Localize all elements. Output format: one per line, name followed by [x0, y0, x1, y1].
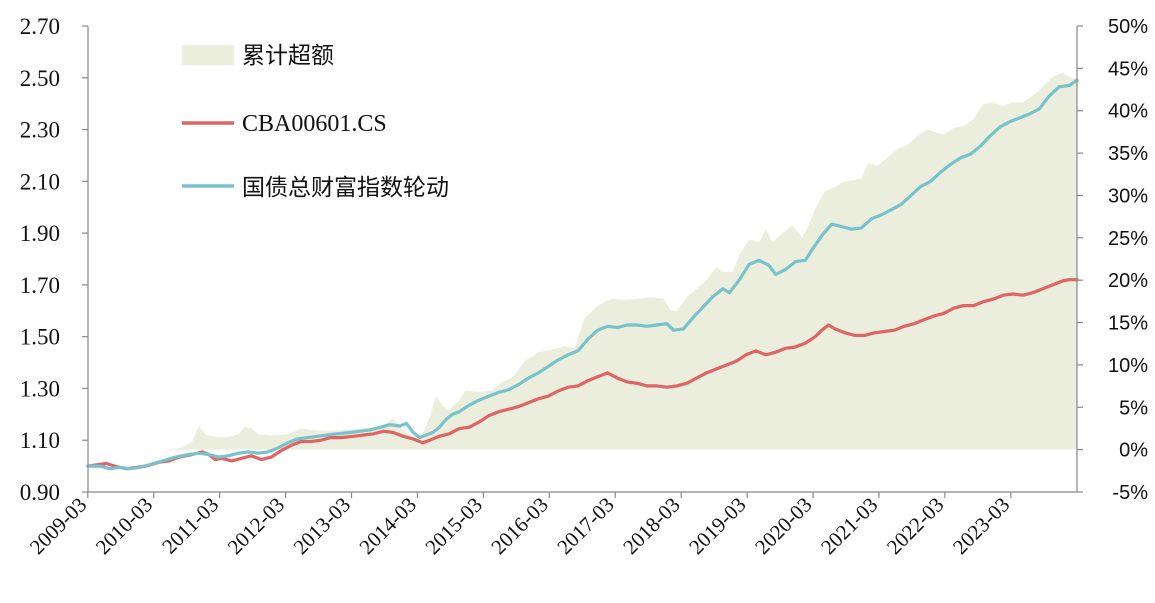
y-left-tick-label: 1.90: [20, 221, 60, 246]
y-right-tick-label: 40%: [1108, 101, 1148, 123]
x-tick-label: 2014-03: [355, 493, 421, 559]
x-tick-label: 2020-03: [750, 493, 816, 559]
x-tick-label: 2018-03: [618, 493, 684, 559]
y-left-tick-label: 2.10: [20, 169, 60, 194]
y-left-tick-label: 1.70: [20, 273, 60, 298]
y-right-tick-label: 45%: [1108, 58, 1148, 80]
legend-label-rotation: 国债总财富指数轮动: [242, 175, 449, 201]
y-right-tick-label: 25%: [1108, 228, 1148, 250]
y-right-tick-label: 50%: [1108, 16, 1148, 38]
y-right-tick-label: 30%: [1108, 185, 1148, 207]
x-tick-label: 2019-03: [684, 493, 750, 559]
legend-label-cba: CBA00601.CS: [242, 111, 387, 137]
x-tick-label: 2017-03: [552, 493, 618, 559]
legend: 累计超额 CBA00601.CS 国债总财富指数轮动: [182, 43, 449, 201]
x-tick-label: 2015-03: [420, 493, 486, 559]
legend-swatch-excess: [182, 45, 234, 65]
x-tick-label: 2010-03: [91, 493, 157, 559]
x-tick-label: 2022-03: [882, 493, 948, 559]
y-left-tick-label: 1.10: [20, 428, 60, 453]
series-line-rotation: [86, 78, 1079, 471]
x-tick-label: 2016-03: [486, 493, 552, 559]
y-right-tick-label: -5%: [1112, 482, 1148, 504]
x-tick-label: 2012-03: [223, 493, 289, 559]
y-right-tick-label: 5%: [1119, 397, 1148, 419]
y-left-tick-label: 2.70: [20, 14, 60, 39]
x-tick-label: 2013-03: [289, 493, 355, 559]
series-line-cba00601: [86, 278, 1079, 471]
y-right-tick-label: 20%: [1108, 270, 1148, 292]
y-left-tick-label: 0.90: [20, 480, 60, 505]
x-tick-label: 2021-03: [816, 493, 882, 559]
x-tick-label: 2023-03: [948, 493, 1014, 559]
legend-label-excess: 累计超额: [242, 43, 334, 69]
y-right-tick-label: 0%: [1119, 440, 1148, 462]
y-left-tick-label: 2.30: [20, 118, 60, 143]
y-right-tick-label: 10%: [1108, 355, 1148, 377]
series-area-excess: [88, 72, 1077, 450]
x-tick-label: 2011-03: [157, 493, 223, 559]
y-right-tick-label: 35%: [1108, 143, 1148, 165]
y-left-tick-label: 2.50: [20, 66, 60, 91]
y-left-tick-label: 1.30: [20, 376, 60, 401]
line-layer: [86, 78, 1079, 471]
y-right-tick-label: 15%: [1108, 313, 1148, 335]
y-left-tick-label: 1.50: [20, 325, 60, 350]
area-layer: [88, 72, 1077, 450]
